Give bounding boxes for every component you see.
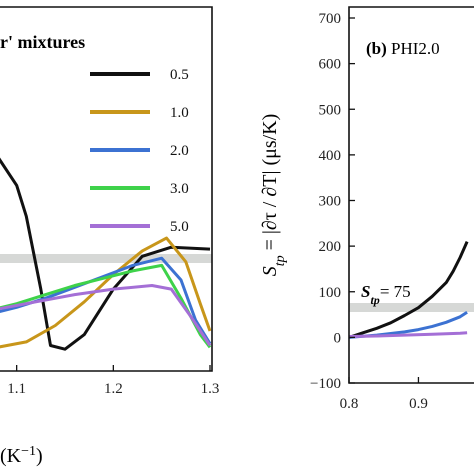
ytick-label: 0 [334, 330, 342, 346]
ytick-label: 400 [319, 148, 342, 164]
legend-label: 1.0 [170, 105, 189, 121]
series-line-5-0 [0, 284, 212, 347]
ytick-label: 500 [319, 102, 342, 118]
ytick-label: 300 [319, 194, 342, 210]
xtick-label: 0.8 [340, 396, 359, 412]
legend: 0.5 1.0 2.0 3.0 5.0 [90, 67, 189, 235]
series-line-0-5 [0, 157, 211, 351]
panel-b-series [348, 240, 469, 339]
legend-label: 5.0 [170, 219, 189, 235]
xtick-label: 0.9 [409, 396, 428, 412]
panel-a-xticks: 1.1 1.2 1.3 [7, 365, 219, 397]
legend-title: r' mixtures [0, 32, 85, 52]
xtick-label: 1.3 [201, 381, 220, 397]
panel-a-xlabel: (K−1) [0, 444, 43, 468]
legend-label: 3.0 [170, 181, 189, 197]
series-line-3-0 [0, 263, 212, 349]
ytick-label: 700 [319, 11, 342, 27]
ytick-label: −100 [310, 376, 341, 392]
panel-a-reference-band [0, 254, 212, 263]
xtick-label: 1.2 [104, 381, 123, 397]
panel-b-annotation: Stp= 75 [361, 282, 411, 307]
series-line-1-0 [0, 236, 212, 349]
panel-b-series-line [348, 331, 468, 338]
panel-b-reference-band [349, 303, 474, 312]
panel-b-yticks: 700 600 500 400 300 200 100 0 −100 [310, 11, 355, 392]
panel-a: 1.1 1.2 1.3 r' mixtures 0.5 1.0 2.0 3.0 5.0 (K… [0, 6, 219, 468]
panel-b-title: (b) PHI2.0 [366, 39, 440, 58]
panel-b-xticks: 0.8 0.9 [340, 377, 428, 412]
ytick-label: 200 [319, 239, 342, 255]
xtick-label: 1.1 [7, 381, 26, 397]
legend-label: 0.5 [170, 67, 189, 83]
panel-b-ylabel: Stp = |∂τ / ∂T| (μs/K) [259, 114, 288, 277]
panel-b-series-line [348, 240, 469, 339]
ytick-label: 100 [319, 285, 342, 301]
legend-label: 2.0 [170, 143, 189, 159]
panel-b-frame [348, 6, 474, 384]
panel-a-frame [0, 6, 213, 372]
ytick-label: 600 [319, 57, 342, 73]
panel-a-series [0, 157, 212, 351]
panel-b: 700 600 500 400 300 200 100 0 −100 0.8 0.9 (b) PH… [259, 6, 474, 412]
